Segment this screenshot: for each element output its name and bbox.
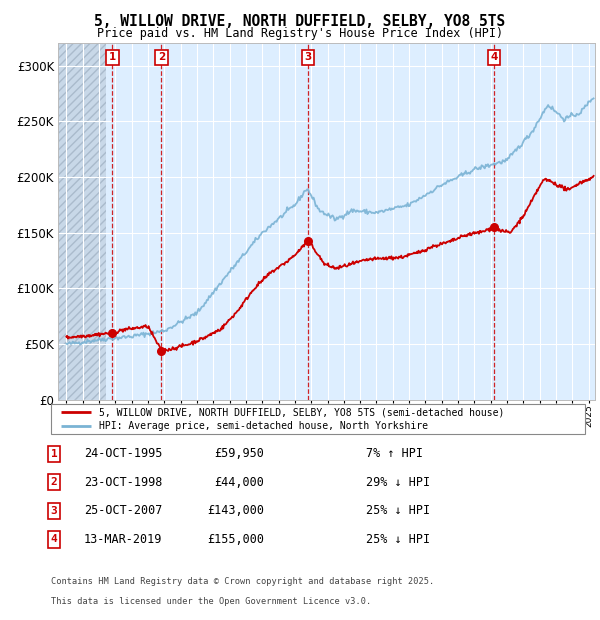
- Text: 4: 4: [490, 52, 497, 63]
- Text: 1: 1: [50, 449, 58, 459]
- Text: 25% ↓ HPI: 25% ↓ HPI: [366, 505, 430, 517]
- Text: This data is licensed under the Open Government Licence v3.0.: This data is licensed under the Open Gov…: [51, 597, 371, 606]
- Text: 4: 4: [50, 534, 58, 544]
- Text: 13-MAR-2019: 13-MAR-2019: [84, 533, 163, 546]
- Text: £155,000: £155,000: [207, 533, 264, 546]
- Text: 23-OCT-1998: 23-OCT-1998: [84, 476, 163, 489]
- Text: HPI: Average price, semi-detached house, North Yorkshire: HPI: Average price, semi-detached house,…: [99, 421, 428, 431]
- Text: 5, WILLOW DRIVE, NORTH DUFFIELD, SELBY, YO8 5TS (semi-detached house): 5, WILLOW DRIVE, NORTH DUFFIELD, SELBY, …: [99, 407, 505, 417]
- Text: Price paid vs. HM Land Registry's House Price Index (HPI): Price paid vs. HM Land Registry's House …: [97, 27, 503, 40]
- Text: 2: 2: [158, 52, 165, 63]
- Bar: [58, 43, 106, 400]
- Text: 25-OCT-2007: 25-OCT-2007: [84, 505, 163, 517]
- Text: Contains HM Land Registry data © Crown copyright and database right 2025.: Contains HM Land Registry data © Crown c…: [51, 577, 434, 586]
- Text: 3: 3: [50, 506, 58, 516]
- Text: 2: 2: [50, 477, 58, 487]
- Text: 3: 3: [305, 52, 312, 63]
- Text: 7% ↑ HPI: 7% ↑ HPI: [366, 448, 423, 460]
- Text: 29% ↓ HPI: 29% ↓ HPI: [366, 476, 430, 489]
- Text: 24-OCT-1995: 24-OCT-1995: [84, 448, 163, 460]
- Text: £44,000: £44,000: [214, 476, 264, 489]
- Text: 1: 1: [109, 52, 116, 63]
- Text: 25% ↓ HPI: 25% ↓ HPI: [366, 533, 430, 546]
- Text: £143,000: £143,000: [207, 505, 264, 517]
- Text: £59,950: £59,950: [214, 448, 264, 460]
- Text: 5, WILLOW DRIVE, NORTH DUFFIELD, SELBY, YO8 5TS: 5, WILLOW DRIVE, NORTH DUFFIELD, SELBY, …: [94, 14, 506, 29]
